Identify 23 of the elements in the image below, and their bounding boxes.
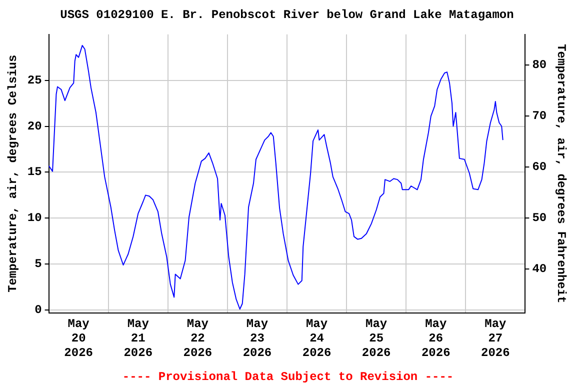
y-tick-label: 15 xyxy=(27,165,42,180)
text: ---- Provisional Data Subject to Revision ---- xyxy=(122,370,454,384)
x-tick-label: May 26 2026 xyxy=(421,317,450,360)
x-tick-label: May 27 2026 xyxy=(481,317,510,360)
x-tick-label: May 23 2026 xyxy=(242,317,272,360)
y2-tick-label: 80 xyxy=(532,58,547,72)
y-axis-title: Temperature, air, degrees Celsius xyxy=(6,54,20,292)
x-tick-label: May 22 2026 xyxy=(183,317,212,360)
y2-tick-label: 60 xyxy=(532,160,547,174)
y-tick-label: 25 xyxy=(27,73,42,88)
y2-tick-label: 40 xyxy=(532,262,547,276)
y-tick-label: 20 xyxy=(27,119,42,134)
x-tick-label: May 24 2026 xyxy=(302,317,332,360)
chart-title: USGS 01029100 E. Br. Penobscot River below Grand Lake Matagamon xyxy=(60,8,514,22)
y-tick-label: 10 xyxy=(27,211,42,226)
y-tick-label: 0 xyxy=(34,303,42,318)
y2-tick-label: 50 xyxy=(532,211,547,226)
y2-tick-label: 70 xyxy=(532,109,547,124)
x-tick-label: May 20 2026 xyxy=(64,317,93,360)
y-tick-label: 5 xyxy=(34,257,42,272)
y2-axis-title: Temperature, air, degrees Fahrenheit xyxy=(554,44,568,304)
x-tick-label: May 21 2026 xyxy=(124,317,153,360)
x-tick-label: May 25 2026 xyxy=(362,317,391,360)
